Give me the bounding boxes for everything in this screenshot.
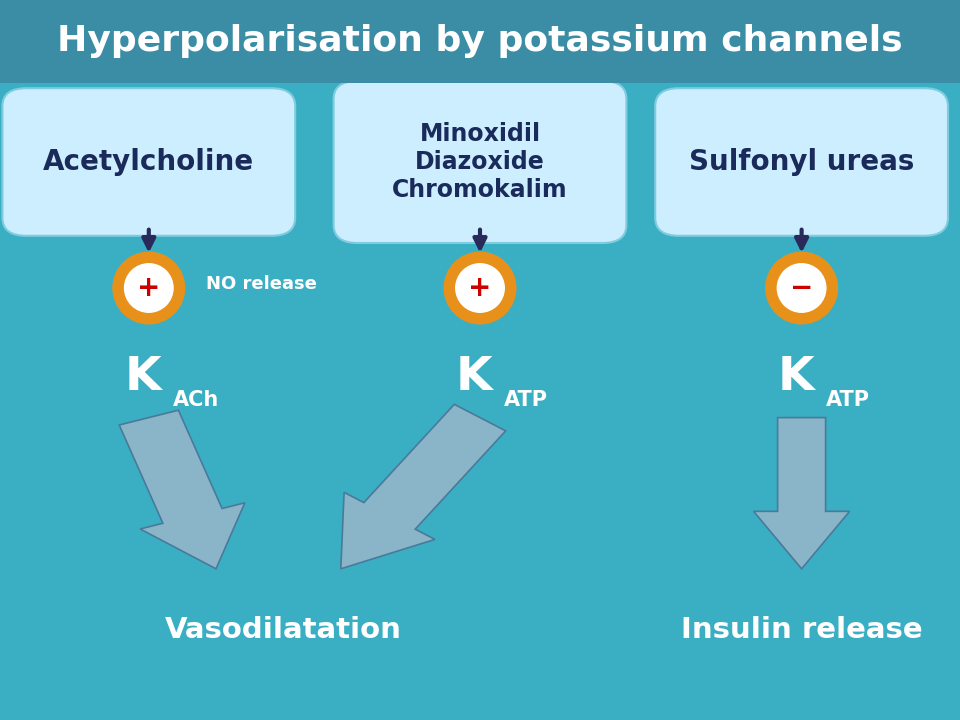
Text: −: − [790, 274, 813, 302]
Text: Sulfonyl ureas: Sulfonyl ureas [689, 148, 914, 176]
Text: Vasodilatation: Vasodilatation [165, 616, 401, 644]
Ellipse shape [444, 251, 516, 325]
Polygon shape [341, 405, 506, 569]
FancyBboxPatch shape [334, 81, 626, 243]
Text: ACh: ACh [173, 390, 219, 410]
Text: Acetylcholine: Acetylcholine [43, 148, 254, 176]
Text: ATP: ATP [504, 390, 548, 410]
Text: K: K [456, 356, 492, 400]
Text: Insulin release: Insulin release [681, 616, 923, 644]
Ellipse shape [777, 263, 827, 313]
Polygon shape [754, 418, 850, 569]
Ellipse shape [124, 263, 174, 313]
Polygon shape [119, 410, 245, 569]
FancyBboxPatch shape [2, 89, 296, 236]
Text: Minoxidil
Diazoxide
Chromokalim: Minoxidil Diazoxide Chromokalim [393, 122, 567, 202]
Text: K: K [125, 356, 161, 400]
Ellipse shape [455, 263, 505, 313]
Ellipse shape [112, 251, 185, 325]
Ellipse shape [765, 251, 838, 325]
Text: NO release: NO release [206, 276, 317, 294]
FancyBboxPatch shape [0, 0, 960, 83]
Text: Hyperpolarisation by potassium channels: Hyperpolarisation by potassium channels [58, 24, 902, 58]
Text: K: K [778, 356, 814, 400]
FancyBboxPatch shape [655, 89, 948, 236]
Text: ATP: ATP [826, 390, 870, 410]
Text: +: + [468, 274, 492, 302]
Text: +: + [137, 274, 160, 302]
